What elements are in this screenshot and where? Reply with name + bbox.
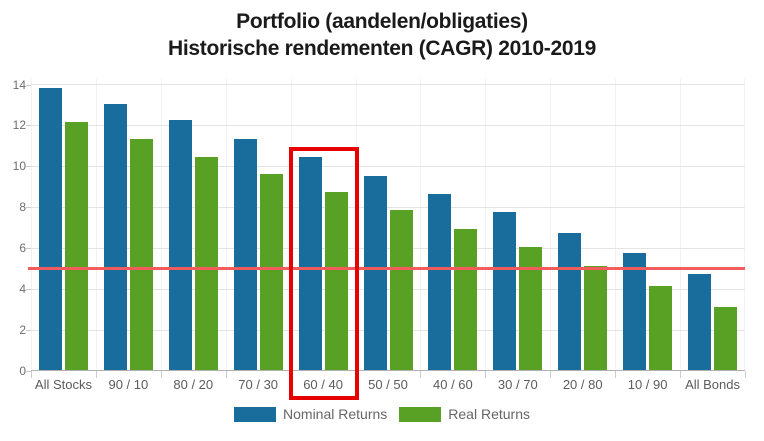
bar-real (584, 265, 608, 370)
bar-real (65, 122, 88, 370)
reference-line-5pct (28, 267, 745, 271)
x-tick-mark (550, 371, 551, 378)
x-tick-mark (226, 371, 227, 378)
y-tick-label: 14 (12, 77, 26, 92)
bar-real (324, 192, 348, 370)
y-tick-mark (26, 289, 31, 291)
bar-real (389, 210, 413, 370)
x-gridline (485, 78, 486, 371)
y-tick-label: 10 (12, 159, 26, 174)
y-tick-mark (26, 166, 31, 168)
x-category-label: All Stocks (34, 377, 92, 392)
x-gridline (96, 78, 97, 371)
x-category-label: 70 / 30 (238, 377, 279, 392)
legend-item-nominal: Nominal Returns (234, 406, 387, 422)
bar-nominal (688, 273, 712, 370)
y-tick-mark (26, 248, 31, 250)
x-tick-mark (161, 371, 162, 378)
plot-area (31, 78, 745, 371)
x-tick-mark (745, 371, 746, 378)
x-gridline (420, 78, 421, 371)
y-tick-label: 12 (12, 118, 26, 133)
x-category-label: 20 / 80 (562, 377, 603, 392)
y-tick-label: 4 (19, 282, 26, 297)
bar-nominal (493, 212, 517, 370)
x-gridline (31, 78, 32, 371)
y-tick-mark (26, 207, 31, 209)
x-gridline (615, 78, 616, 371)
y-tick-mark (26, 371, 31, 372)
x-gridline (550, 78, 551, 371)
bar-nominal (363, 175, 387, 370)
bar-real (259, 173, 283, 370)
bar-nominal (103, 104, 127, 370)
x-tick-mark (96, 371, 97, 378)
y-gridline (31, 206, 745, 208)
y-gridline (31, 288, 745, 290)
x-gridline (226, 78, 227, 371)
x-category-label: 50 / 50 (368, 377, 408, 392)
x-category-label: 10 / 90 (627, 377, 668, 392)
y-tick-label: 2 (19, 323, 26, 338)
bar-real (194, 157, 218, 370)
bar-nominal (623, 253, 647, 370)
bar-nominal (558, 232, 582, 370)
bar-real (519, 247, 543, 370)
x-category-label: All Bonds (685, 377, 740, 392)
highlight-box-60-40 (288, 146, 359, 400)
y-tick-label: 8 (19, 200, 26, 215)
bar-real (714, 306, 738, 370)
bar-nominal (298, 157, 322, 370)
x-gridline (744, 78, 745, 371)
y-gridline (31, 247, 745, 249)
x-gridline (680, 78, 681, 371)
x-category-label: 90 / 10 (108, 377, 149, 392)
legend-label-real: Real Returns (448, 406, 530, 422)
x-tick-mark (31, 371, 32, 378)
legend-item-real: Real Returns (399, 406, 530, 422)
y-tick-mark (26, 330, 31, 332)
x-category-label: 80 / 20 (173, 377, 214, 392)
bar-nominal (168, 120, 192, 370)
legend: Nominal Returns Real Returns (0, 406, 764, 422)
x-category-label: 30 / 70 (497, 377, 538, 392)
bar-real (129, 138, 153, 370)
x-axis-line (31, 370, 745, 371)
y-gridline (31, 124, 745, 126)
legend-swatch-real (399, 406, 442, 422)
bar-nominal (233, 138, 257, 370)
x-tick-mark (680, 371, 681, 378)
legend-label-nominal: Nominal Returns (283, 406, 388, 422)
chart-title-line2: Historische rendementen (CAGR) 2010-2019 (168, 37, 596, 60)
x-tick-mark (420, 371, 421, 378)
bar-nominal (39, 87, 62, 370)
y-tick-mark (26, 125, 31, 127)
y-gridline (31, 84, 745, 86)
bar-real (454, 228, 478, 370)
bar-real (649, 286, 673, 370)
x-gridline (161, 78, 162, 371)
x-tick-mark (615, 371, 616, 378)
x-category-label: 60 / 40 (303, 377, 343, 392)
y-tick-mark (26, 84, 31, 86)
chart-title: Portfolio (aandelen/obligaties) Historis… (0, 8, 764, 62)
y-tick-label: 6 (19, 241, 26, 256)
chart-title-line1: Portfolio (aandelen/obligaties) (236, 10, 528, 33)
x-tick-mark (485, 371, 486, 378)
x-category-label: 40 / 60 (433, 377, 473, 392)
bar-nominal (428, 194, 452, 370)
y-gridline (31, 165, 745, 167)
legend-swatch-nominal (234, 406, 277, 422)
y-tick-label: 0 (19, 364, 26, 378)
y-gridline (31, 329, 745, 331)
